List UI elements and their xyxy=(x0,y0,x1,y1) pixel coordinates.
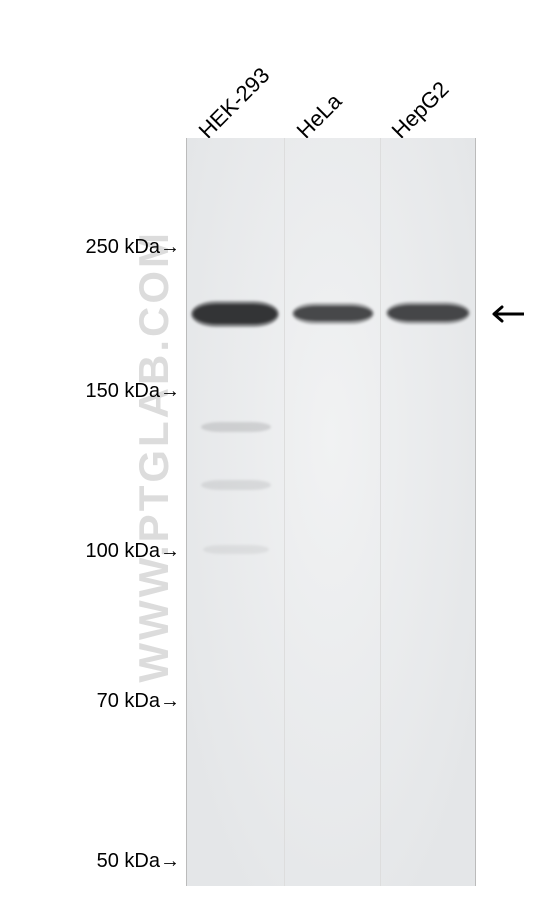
mw-marker-label: 50 kDa→ xyxy=(97,850,180,873)
protein-band xyxy=(386,302,470,324)
western-blot-figure: WWW.PTGLAB.COM HEK-293HeLaHepG2 250 kDa→… xyxy=(0,0,550,903)
blot-background xyxy=(187,138,475,886)
mw-marker-label: 100 kDa→ xyxy=(86,540,181,563)
lane-label: HepG2 xyxy=(387,76,455,144)
watermark-text: WWW.PTGLAB.COM xyxy=(130,230,178,683)
lane-divider xyxy=(380,138,381,886)
lane-label: HEK-293 xyxy=(194,62,276,144)
lane-label: HeLa xyxy=(292,88,348,144)
protein-band xyxy=(201,422,271,432)
target-band-arrow xyxy=(488,297,524,328)
mw-marker-label: 150 kDa→ xyxy=(86,380,181,403)
protein-band xyxy=(203,545,269,554)
protein-band xyxy=(292,303,374,324)
mw-marker-label: 70 kDa→ xyxy=(97,690,180,713)
blot-membrane xyxy=(186,138,476,886)
lane-divider xyxy=(284,138,285,886)
protein-band xyxy=(191,301,279,327)
protein-band xyxy=(201,480,271,490)
mw-marker-label: 250 kDa→ xyxy=(86,236,181,259)
lane-labels-group: HEK-293HeLaHepG2 xyxy=(0,0,550,140)
